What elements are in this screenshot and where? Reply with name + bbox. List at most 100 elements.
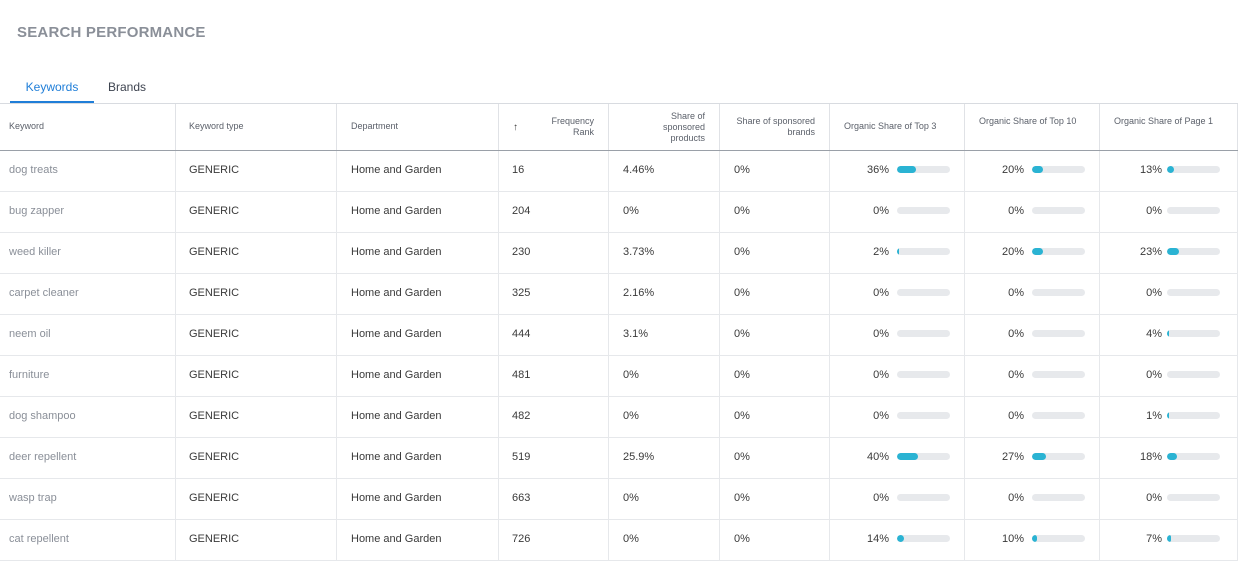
organic-top3-bar	[897, 412, 950, 419]
header-department[interactable]: Department	[337, 104, 499, 150]
organic-page1-bar	[1167, 371, 1220, 378]
table-row[interactable]: dog shampoo GENERIC Home and Garden 482 0% 0%…	[0, 397, 1238, 438]
organic-page1-bar-fill	[1167, 248, 1180, 255]
table-body: dog treats GENERIC Home and Garden 16 4.46% 0…	[0, 151, 1238, 561]
department-text: Home and Garden	[351, 451, 442, 463]
organic-page1-bar	[1167, 166, 1220, 173]
share-sponsored-brands-cell: 0%	[720, 233, 830, 273]
header-organic-top10[interactable]: Organic Share of Top 10	[965, 104, 1100, 150]
keyword-type-cell: GENERIC	[176, 315, 337, 355]
keyword-cell: furniture	[0, 356, 176, 396]
organic-top10-cell: 0%	[965, 356, 1100, 396]
header-label: Organic Share of Top 10	[979, 116, 1077, 126]
frequency-rank-cell: 481	[499, 356, 609, 396]
table-row[interactable]: furniture GENERIC Home and Garden 481 0% 0% 0%…	[0, 356, 1238, 397]
table-row[interactable]: dog treats GENERIC Home and Garden 16 4.46% 0…	[0, 151, 1238, 192]
organic-top10-cell: 10%	[965, 520, 1100, 560]
organic-top3-bar-fill	[897, 453, 919, 460]
header-organic-page1[interactable]: Organic Share of Page 1	[1100, 104, 1238, 150]
header-keyword[interactable]: Keyword	[0, 104, 176, 150]
organic-page1-bar	[1167, 207, 1220, 214]
keyword-text: neem oil	[9, 328, 51, 340]
share-sponsored-brands-text: 0%	[734, 164, 750, 176]
organic-page1-value: 0%	[1146, 287, 1162, 299]
organic-top3-cell: 2%	[830, 233, 965, 273]
organic-top10-cell: 20%	[965, 151, 1100, 191]
keyword-type-text: GENERIC	[189, 451, 240, 463]
keyword-type-text: GENERIC	[189, 533, 240, 545]
organic-top10-bar	[1032, 371, 1085, 378]
organic-top10-bar	[1032, 289, 1085, 296]
organic-page1-value: 13%	[1139, 164, 1162, 176]
organic-page1-cell: 0%	[1100, 192, 1238, 232]
share-sponsored-products-cell: 3.1%	[609, 315, 720, 355]
organic-top10-value: 0%	[1008, 205, 1024, 217]
keyword-type-text: GENERIC	[189, 328, 240, 340]
organic-top3-value: 0%	[873, 492, 889, 504]
table-row[interactable]: wasp trap GENERIC Home and Garden 663 0% 0% 0%…	[0, 479, 1238, 520]
organic-page1-cell: 13%	[1100, 151, 1238, 191]
organic-top10-bar-fill	[1032, 453, 1047, 460]
keyword-cell: cat repellent	[0, 520, 176, 560]
keyword-type-text: GENERIC	[189, 369, 240, 381]
organic-top3-cell: 0%	[830, 315, 965, 355]
organic-top10-cell: 0%	[965, 479, 1100, 519]
keyword-cell: dog shampoo	[0, 397, 176, 437]
share-sponsored-brands-cell: 0%	[720, 274, 830, 314]
organic-page1-value: 0%	[1146, 492, 1162, 504]
department-text: Home and Garden	[351, 328, 442, 340]
keyword-cell: neem oil	[0, 315, 176, 355]
organic-top3-cell: 14%	[830, 520, 965, 560]
department-text: Home and Garden	[351, 205, 442, 217]
table-row[interactable]: carpet cleaner GENERIC Home and Garden 325 2…	[0, 274, 1238, 315]
share-sponsored-products-text: 25.9%	[623, 451, 655, 463]
header-share-sponsored-products[interactable]: Share of sponsored products	[609, 104, 720, 150]
frequency-rank-cell: 482	[499, 397, 609, 437]
frequency-rank-text: 444	[512, 328, 531, 340]
share-sponsored-brands-cell: 0%	[720, 151, 830, 191]
header-keyword-type[interactable]: Keyword type	[176, 104, 337, 150]
share-sponsored-products-cell: 0%	[609, 192, 720, 232]
organic-page1-cell: 4%	[1100, 315, 1238, 355]
share-sponsored-products-text: 0%	[623, 205, 639, 217]
header-share-sponsored-brands[interactable]: Share of sponsored brands	[720, 104, 830, 150]
share-sponsored-brands-cell: 0%	[720, 397, 830, 437]
header-label: Share of sponsored brands	[736, 116, 815, 137]
header-label: Organic Share of Top 3	[844, 121, 937, 131]
organic-top3-bar	[897, 453, 950, 460]
keyword-cell: deer repellent	[0, 438, 176, 478]
share-sponsored-brands-text: 0%	[734, 533, 750, 545]
header-label: Keyword type	[189, 121, 244, 131]
department-cell: Home and Garden	[337, 315, 499, 355]
table-row[interactable]: weed killer GENERIC Home and Garden 230 3.73…	[0, 233, 1238, 274]
keyword-cell: dog treats	[0, 151, 176, 191]
organic-top10-cell: 0%	[965, 274, 1100, 314]
department-cell: Home and Garden	[337, 356, 499, 396]
organic-page1-cell: 0%	[1100, 356, 1238, 396]
organic-top3-value: 0%	[873, 287, 889, 299]
organic-page1-cell: 18%	[1100, 438, 1238, 478]
organic-page1-value: 0%	[1146, 369, 1162, 381]
table-row[interactable]: cat repellent GENERIC Home and Garden 726 0%…	[0, 520, 1238, 561]
tab-keywords[interactable]: Keywords	[10, 76, 94, 103]
tab-brands[interactable]: Brands	[107, 80, 147, 94]
share-sponsored-brands-cell: 0%	[720, 192, 830, 232]
organic-page1-value: 7%	[1146, 533, 1162, 545]
department-cell: Home and Garden	[337, 151, 499, 191]
header-organic-top3[interactable]: Organic Share of Top 3	[830, 104, 965, 150]
organic-top3-cell: 36%	[830, 151, 965, 191]
organic-top10-bar	[1032, 494, 1085, 501]
arrow-up-icon[interactable]: ↑	[513, 122, 518, 133]
organic-page1-bar	[1167, 330, 1220, 337]
organic-top10-cell: 0%	[965, 315, 1100, 355]
share-sponsored-brands-text: 0%	[734, 246, 750, 258]
table-row[interactable]: bug zapper GENERIC Home and Garden 204 0% 0% 0…	[0, 192, 1238, 233]
organic-top10-value: 0%	[1008, 287, 1024, 299]
organic-top3-bar	[897, 494, 950, 501]
table-row[interactable]: deer repellent GENERIC Home and Garden 519 2…	[0, 438, 1238, 479]
table-row[interactable]: neem oil GENERIC Home and Garden 444 3.1% 0% 0…	[0, 315, 1238, 356]
keyword-text: deer repellent	[9, 451, 77, 463]
organic-top10-bar-fill	[1032, 166, 1043, 173]
header-frequency-rank[interactable]: ↑ Frequency Rank	[499, 104, 609, 150]
keyword-type-text: GENERIC	[189, 164, 240, 176]
